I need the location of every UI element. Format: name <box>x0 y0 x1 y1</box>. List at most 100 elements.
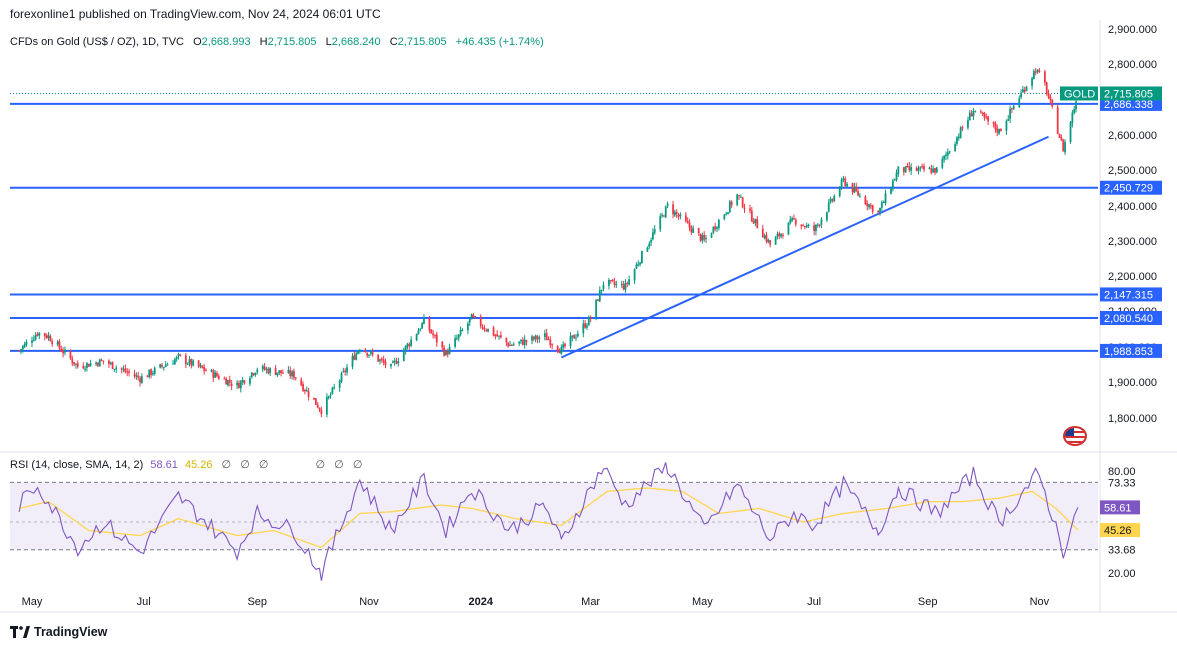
candle-body <box>225 378 228 385</box>
candle-body <box>833 195 836 202</box>
candle-body <box>842 178 845 181</box>
candle-body <box>558 351 561 354</box>
candle-body <box>71 358 74 364</box>
candle-body <box>252 373 255 375</box>
candle-body <box>164 364 167 367</box>
candle-body <box>679 214 682 217</box>
candle-body <box>641 251 643 263</box>
candle-body <box>820 219 823 225</box>
time-axis-label: May <box>692 596 713 608</box>
candle-body <box>928 167 931 170</box>
candle-body <box>727 212 729 215</box>
candle-body <box>765 234 768 242</box>
candle-body <box>608 279 610 286</box>
candle-body <box>228 379 231 383</box>
candle-body <box>443 347 446 356</box>
candle-body <box>582 323 585 334</box>
candle-body <box>461 329 464 331</box>
candle-body <box>523 339 526 346</box>
candle-body <box>587 316 590 326</box>
candle-body <box>146 376 149 378</box>
candle-body <box>380 358 383 361</box>
candle-body <box>597 299 599 301</box>
candle-body <box>622 284 625 290</box>
candle-body <box>571 335 574 338</box>
candle-body <box>331 387 334 394</box>
candle-body <box>844 178 847 186</box>
candle-body <box>703 235 706 240</box>
candle-body <box>831 199 834 201</box>
last-price-tag <box>1100 86 1162 101</box>
candle-body <box>998 129 1000 134</box>
candle-body <box>483 327 486 330</box>
candle-body <box>303 389 306 392</box>
candle-body <box>1051 99 1054 107</box>
candle-body <box>201 365 204 368</box>
candle-body <box>673 211 676 216</box>
candle-body <box>415 333 418 341</box>
candle-body <box>340 372 343 382</box>
candle-body <box>406 343 409 347</box>
time-axis-label: Jul <box>137 596 151 608</box>
candle-body <box>545 333 548 341</box>
candle-body <box>794 219 797 225</box>
price-level-tag <box>1100 343 1162 358</box>
price-level-tag <box>1100 180 1162 195</box>
candle-body <box>815 224 817 232</box>
candle-body <box>1049 96 1052 101</box>
candle-body <box>749 208 751 211</box>
candle-body <box>838 188 841 197</box>
candle-body <box>38 332 41 336</box>
candle-body <box>314 398 317 405</box>
rsi-band-fill <box>10 482 1098 550</box>
candle-body <box>635 264 638 269</box>
open-value: 2,668.993 <box>201 36 251 48</box>
price-tick-label: 2,800.000 <box>1108 59 1157 71</box>
candle-body <box>767 239 770 243</box>
candle-body <box>919 166 922 169</box>
candle-body <box>853 187 856 193</box>
candle-body <box>877 210 880 213</box>
symbol-name: CFDs on Gold (US$ / OZ), 1D, TVC <box>10 36 185 48</box>
candle-body <box>1056 107 1059 134</box>
candle-body <box>98 359 101 367</box>
candle-body <box>287 370 290 373</box>
candle-body <box>1062 139 1065 152</box>
candle-body <box>371 352 374 355</box>
tradingview-brand: TradingView <box>10 625 107 639</box>
candle-body <box>992 121 995 124</box>
candle-body <box>64 349 66 353</box>
candle-body <box>282 372 284 374</box>
candle-body <box>140 376 143 384</box>
candle-body <box>49 335 52 342</box>
us-flag-icon[interactable] <box>1063 426 1087 446</box>
candle-body <box>468 318 471 323</box>
trendline[interactable] <box>560 135 1049 359</box>
candle-body <box>908 165 911 171</box>
candle-body <box>18 350 21 352</box>
rsi-na-4: ∅ <box>315 459 326 471</box>
candle-body <box>930 168 933 173</box>
candle-body <box>968 112 971 121</box>
candle-body <box>353 355 356 360</box>
candle-body <box>932 168 935 173</box>
candle-body <box>675 212 678 215</box>
candle-body <box>393 360 396 362</box>
candle-body <box>404 345 407 352</box>
candle-body <box>419 329 422 331</box>
candle-body <box>494 335 497 337</box>
candle-body <box>547 339 550 341</box>
candle-body <box>1018 98 1021 108</box>
candle-body <box>902 167 905 173</box>
candle-body <box>58 341 61 349</box>
candle-body <box>128 371 130 373</box>
candle-body <box>996 128 999 133</box>
candle-body <box>692 228 695 233</box>
candle-body <box>1073 109 1076 113</box>
candle-body <box>307 391 310 397</box>
candle-body <box>177 354 180 356</box>
candle-body <box>100 360 103 362</box>
change-value: +46.435 (+1.74%) <box>455 36 544 48</box>
candle-body <box>62 350 65 354</box>
